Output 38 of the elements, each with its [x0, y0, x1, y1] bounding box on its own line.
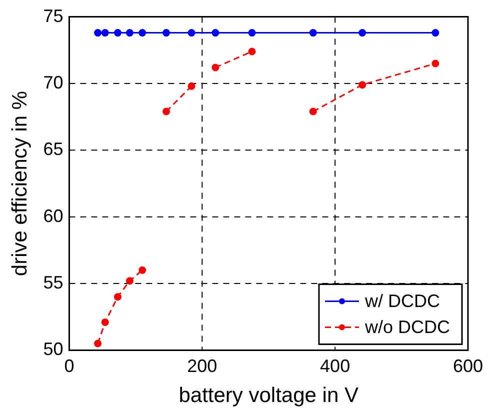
point: [162, 108, 170, 116]
legend-label: w/ DCDC: [364, 291, 440, 312]
point: [138, 29, 146, 37]
y-tick-label: 50: [43, 339, 64, 360]
point: [101, 318, 109, 326]
point: [309, 29, 317, 37]
point: [358, 29, 366, 37]
point: [432, 60, 440, 68]
point: [126, 277, 134, 285]
x-tick-label: 0: [64, 356, 74, 376]
point: [114, 293, 122, 301]
point: [94, 29, 102, 37]
point: [212, 64, 220, 72]
y-tick-label: 65: [43, 139, 64, 160]
point: [188, 29, 196, 37]
point: [248, 29, 256, 37]
point: [114, 29, 122, 37]
y-axis-title: drive efficiency in %: [8, 90, 32, 276]
point: [138, 266, 146, 274]
point: [248, 48, 256, 56]
point: [212, 29, 220, 37]
y-tick-label: 75: [43, 6, 64, 26]
point: [358, 81, 366, 89]
point: [94, 340, 102, 348]
point: [101, 29, 109, 37]
y-tick-label: 55: [43, 272, 64, 292]
y-tick-label: 70: [43, 72, 64, 92]
point: [188, 82, 196, 90]
point: [126, 29, 134, 37]
point: [432, 29, 440, 37]
point: [309, 108, 317, 116]
x-axis-title: battery voltage in V: [178, 384, 358, 408]
x-tick-label: 200: [187, 356, 218, 376]
legend-label: w/o DCDC: [364, 317, 450, 338]
point: [162, 29, 170, 37]
x-tick-label: 600: [452, 356, 484, 376]
x-tick-label: 400: [320, 356, 350, 376]
y-tick-label: 60: [43, 206, 64, 226]
